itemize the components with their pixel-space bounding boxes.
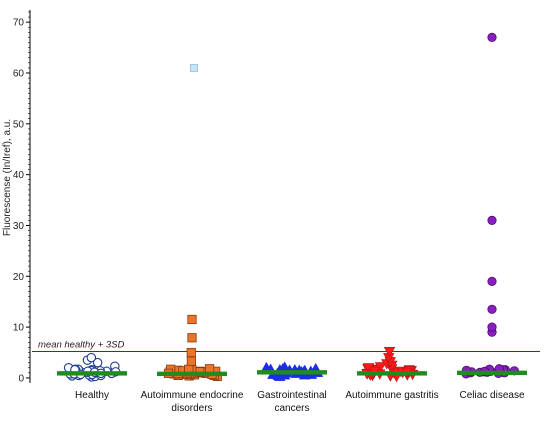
data-point [487, 276, 497, 286]
data-point [187, 314, 197, 325]
data-point [487, 32, 497, 43]
median-bar [457, 370, 527, 376]
y-tick-label: 40 [13, 170, 25, 181]
y-tick-label: 20 [13, 272, 25, 283]
y-tick-label: 10 [13, 323, 25, 334]
data-point-outlier [190, 64, 198, 72]
data-point [186, 356, 197, 366]
y-tick-label: 60 [13, 68, 25, 79]
threshold-layer: mean healthy + 3SD [32, 339, 540, 352]
data-point [86, 352, 97, 363]
median-bar [357, 371, 427, 376]
data-point [383, 346, 396, 358]
axes: 0 10 20 30 40 50 60 70 Fluorescense (In/Iref), a… [2, 10, 31, 384]
x-category-label: Gastrointestinal [257, 390, 326, 401]
data-point [487, 304, 497, 314]
data-point [186, 347, 196, 358]
x-category-label: Autoimmune gastritis [345, 390, 438, 401]
means-layer [57, 370, 527, 377]
data-point [187, 333, 197, 343]
x-category-label: cancers [274, 403, 309, 414]
x-category-label: Healthy [75, 390, 109, 401]
data-point [487, 215, 497, 225]
data-point [487, 322, 497, 332]
y-tick-label: 0 [18, 373, 24, 384]
median-bar [257, 370, 327, 375]
y-tick-label: 70 [13, 18, 25, 29]
threshold-label: mean healthy + 3SD [38, 339, 124, 350]
data-point [92, 357, 103, 368]
median-bar [157, 371, 227, 377]
x-category-label: disorders [171, 403, 212, 414]
points-layer [63, 32, 519, 383]
median-bar [57, 371, 127, 376]
y-axis-label: Fluorescense (In/Iref), a.u. [2, 119, 13, 236]
y-tick-label: 30 [13, 221, 25, 232]
x-category-label: Autoimmune endocrine [141, 390, 244, 401]
x-category-label: Celiac disease [459, 390, 524, 401]
labels-layer: Healthy Autoimmune endocrine disorders Gast… [75, 390, 525, 414]
y-tick-label: 50 [13, 119, 25, 130]
